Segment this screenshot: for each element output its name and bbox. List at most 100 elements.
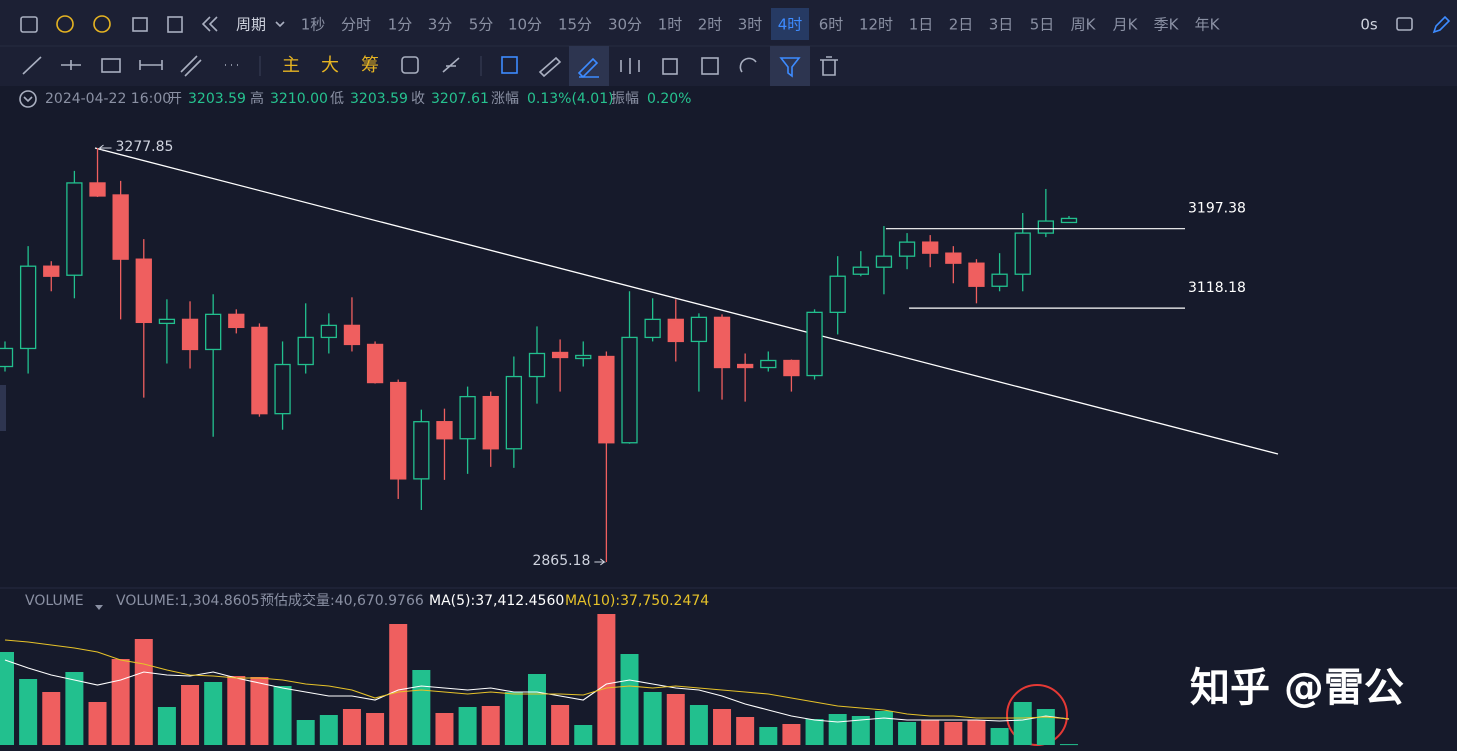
channel-tool[interactable] xyxy=(180,55,202,77)
period-chevron[interactable] xyxy=(275,21,285,28)
candle-body xyxy=(66,182,83,276)
sync-tool[interactable] xyxy=(401,56,419,74)
candle-body xyxy=(829,275,846,313)
volume-bar xyxy=(42,692,61,745)
volume-bar xyxy=(666,694,685,745)
collapse-icon[interactable] xyxy=(19,90,37,108)
indicator-button[interactable]: 筹 xyxy=(361,55,379,76)
candle-body xyxy=(1037,220,1054,234)
magnet-tool[interactable] xyxy=(739,57,757,73)
field-name: 开 xyxy=(168,91,182,107)
filter-tool[interactable] xyxy=(779,57,801,78)
candle-body xyxy=(783,359,800,377)
chart-icon[interactable] xyxy=(20,16,38,33)
period-option[interactable]: 1分 xyxy=(388,16,413,34)
volume-bar xyxy=(157,707,176,745)
volume-bar xyxy=(620,654,639,745)
volume-bar xyxy=(574,725,593,745)
field-value: 3203.59 xyxy=(188,91,246,107)
bar-datetime: 2024-04-22 16:00 xyxy=(45,91,171,107)
volume-bar xyxy=(944,722,963,745)
period-option[interactable]: 12时 xyxy=(859,16,893,34)
period-option[interactable]: 1日 xyxy=(909,16,934,34)
candle-body xyxy=(644,318,661,339)
trash-tool[interactable] xyxy=(820,56,838,76)
period-option[interactable]: 3分 xyxy=(428,16,453,34)
candle-body xyxy=(575,354,592,360)
period-option[interactable]: 周K xyxy=(1071,16,1097,34)
gauge-icon[interactable] xyxy=(56,15,74,33)
clear-tool[interactable] xyxy=(442,57,460,73)
pen-tool[interactable] xyxy=(577,57,599,79)
candle-body xyxy=(43,265,60,277)
candle-body xyxy=(413,421,430,480)
candle-body xyxy=(945,252,962,264)
volume-bar xyxy=(805,719,824,745)
rect-tool[interactable] xyxy=(101,58,121,73)
field-value: 0.13%(4.01) xyxy=(527,91,614,107)
refresh-label[interactable]: 0s xyxy=(1360,16,1378,34)
candle-body xyxy=(852,266,869,275)
candle-tool[interactable] xyxy=(620,58,640,74)
period-option[interactable]: 4时 xyxy=(778,16,803,34)
rewind-icon[interactable] xyxy=(201,16,218,32)
period-option[interactable]: 3日 xyxy=(989,16,1014,34)
period-option[interactable]: 季K xyxy=(1154,16,1180,34)
period-option[interactable]: 2时 xyxy=(698,16,723,34)
toolbar-icons[interactable] xyxy=(20,15,1451,34)
side-tab[interactable] xyxy=(0,385,6,431)
volume-bar xyxy=(19,679,38,745)
edit-icon[interactable] xyxy=(1432,15,1451,34)
volume-title: VOLUME xyxy=(25,593,84,609)
period-option[interactable]: 30分 xyxy=(608,16,642,34)
period-option[interactable]: 15分 xyxy=(558,16,592,34)
period-option[interactable]: 1时 xyxy=(658,16,683,34)
field-name: 高 xyxy=(250,90,264,107)
period-option[interactable]: 1秒 xyxy=(301,16,326,34)
candle-body xyxy=(505,375,523,450)
ruler-tool[interactable] xyxy=(538,56,562,78)
candle-body xyxy=(89,182,106,197)
period-option[interactable]: 3时 xyxy=(738,16,763,34)
level-label: 3197.38 xyxy=(1188,201,1246,217)
camera-icon[interactable] xyxy=(1396,17,1413,31)
volume-bar xyxy=(597,614,616,745)
collapse-chevron[interactable] xyxy=(23,96,33,103)
period-option[interactable]: 2日 xyxy=(949,16,974,34)
period-option[interactable]: 月K xyxy=(1113,16,1139,34)
layout-icon[interactable] xyxy=(167,16,183,33)
candle-body xyxy=(228,313,245,329)
candle-body xyxy=(320,324,337,339)
volume-bar xyxy=(481,706,500,745)
volume-bar xyxy=(458,707,477,745)
range-tool[interactable] xyxy=(139,60,163,70)
period-option[interactable]: 年K xyxy=(1195,16,1221,34)
line-tool[interactable] xyxy=(22,56,42,75)
flash-icon[interactable] xyxy=(93,15,111,33)
period-option[interactable]: 6时 xyxy=(819,16,844,34)
period-option[interactable]: 10分 xyxy=(508,16,542,34)
copy-tool[interactable] xyxy=(501,56,518,74)
period-label[interactable]: 周期 xyxy=(236,16,266,34)
lock-tool[interactable] xyxy=(662,58,678,75)
period-option[interactable]: 5日 xyxy=(1030,16,1055,34)
candle-body xyxy=(436,421,453,440)
drawing-tools[interactable] xyxy=(22,55,838,79)
candle-body xyxy=(922,241,939,254)
field-value: 0.20% xyxy=(647,91,691,107)
period-option[interactable]: 分时 xyxy=(341,16,371,34)
volume-bar xyxy=(759,727,778,745)
hline-tool[interactable] xyxy=(61,60,81,70)
volume-bar xyxy=(181,685,200,745)
indicator-button[interactable]: 主 xyxy=(282,55,300,76)
indicator-button[interactable]: 大 xyxy=(321,55,339,76)
candle-body xyxy=(0,347,14,368)
note-tool[interactable] xyxy=(701,57,719,75)
period-option[interactable]: 5分 xyxy=(469,16,494,34)
volume-dropdown[interactable] xyxy=(95,605,103,610)
field-name: 振幅 xyxy=(611,91,639,107)
candle-body xyxy=(1060,217,1078,224)
volume-bar xyxy=(527,674,546,745)
calendar-icon[interactable] xyxy=(132,17,148,32)
